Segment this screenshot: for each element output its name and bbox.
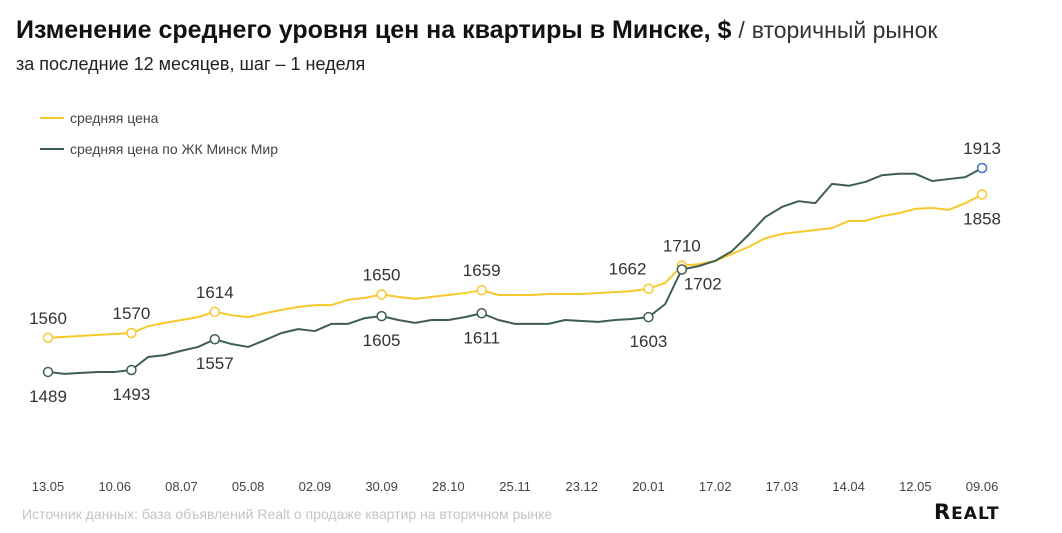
data-label: 1560 (29, 309, 67, 328)
data-label: 1858 (963, 209, 1001, 228)
x-tick-label: 25.11 (499, 479, 531, 494)
x-tick-label: 02.09 (299, 479, 332, 494)
data-label: 1650 (363, 266, 401, 285)
data-label: 1570 (112, 304, 150, 323)
x-tick-label: 12.05 (899, 479, 932, 494)
data-label: 1603 (630, 332, 668, 351)
data-point-marker (42, 366, 54, 378)
data-point-marker (676, 264, 688, 275)
x-tick-label: 09.06 (966, 479, 999, 494)
data-point-marker (209, 306, 221, 318)
data-point-marker (643, 283, 654, 294)
data-label: 1605 (363, 331, 401, 350)
data-point-marker (643, 311, 654, 323)
data-label: 1611 (463, 328, 500, 347)
x-tick-label: 20.01 (632, 479, 665, 494)
data-point-marker (476, 308, 487, 319)
data-label: 1659 (463, 261, 501, 280)
x-tick-label: 17.03 (766, 479, 799, 494)
x-tick-label: 30.09 (365, 479, 398, 494)
data-label: 1710 (663, 237, 701, 256)
legend-swatch (40, 148, 64, 150)
data-label: 1913 (963, 139, 1001, 158)
legend-label: средняя цена (70, 110, 159, 126)
x-tick-label: 14.04 (832, 479, 865, 494)
x-tick-label: 17.02 (699, 479, 732, 494)
data-point-marker (976, 162, 988, 174)
chart-subtitle: за последние 12 месяцев, шаг – 1 неделя (16, 54, 366, 74)
data-point-marker (42, 332, 54, 344)
realt-logo: REALT (934, 500, 1000, 524)
data-label: 1662 (609, 260, 647, 279)
data-point-marker (976, 189, 988, 200)
x-tick-label: 28.10 (432, 479, 465, 494)
x-tick-label: 13.05 (32, 479, 65, 494)
x-tick-label: 23.12 (565, 479, 598, 494)
data-label: 1614 (196, 283, 234, 302)
data-point-marker (476, 284, 487, 296)
data-point-marker (126, 327, 137, 339)
legend-label: средняя цена по ЖК Минск Мир (70, 141, 278, 157)
data-point-marker (376, 310, 387, 322)
legend-swatch (40, 117, 64, 119)
x-tick-label: 10.06 (98, 479, 131, 494)
data-point-marker (126, 364, 137, 376)
x-tick-label: 05.08 (232, 479, 265, 494)
series-line-0 (47, 193, 983, 339)
data-label: 1557 (196, 354, 234, 373)
data-label: 1493 (112, 385, 150, 404)
chart-title: Изменение среднего уровня цен на квартир… (16, 16, 938, 44)
legend-item-avg: средняя цена (40, 110, 158, 126)
source-note: Источник данных: база объявлений Realt о… (22, 506, 553, 522)
x-tick-label: 08.07 (165, 479, 198, 494)
series-line-1 (47, 167, 983, 375)
data-label: 1489 (29, 387, 67, 406)
legend-item-zk: средняя цена по ЖК Минск Мир (40, 141, 278, 157)
data-point-marker (209, 333, 221, 345)
data-point-marker (376, 289, 387, 300)
data-label: 1702 (684, 274, 722, 293)
